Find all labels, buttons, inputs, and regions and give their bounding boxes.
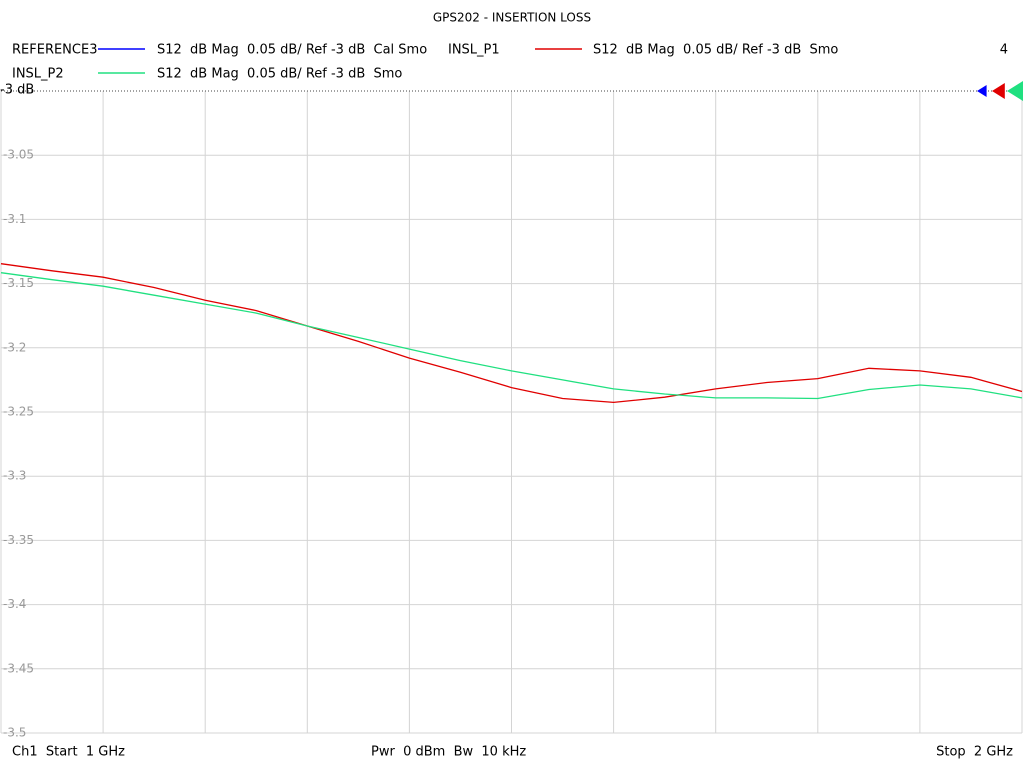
- y-tick-label: -3.35: [3, 533, 34, 547]
- footer-power: Pwr 0 dBm Bw 10 kHz: [371, 745, 526, 760]
- reference-marker: [977, 85, 987, 97]
- y-tick-label: -3 dB: [0, 83, 34, 98]
- trace: [0, 263, 1023, 404]
- y-tick-label: -3.45: [3, 661, 34, 675]
- y-tick-label: -3.3: [3, 469, 26, 483]
- footer-start: Ch1 Start 1 GHz: [12, 745, 125, 760]
- legend-name: INSL_P1: [448, 43, 500, 58]
- reference-marker: [1007, 81, 1023, 101]
- y-tick-label: -3.4: [3, 597, 26, 611]
- y-tick-label: -3.15: [3, 276, 34, 290]
- legend-name: REFERENCE3: [12, 43, 97, 58]
- y-tick-label: -3.1: [3, 212, 26, 226]
- y-tick-label: -3.5: [3, 726, 26, 740]
- reference-marker: [992, 83, 1005, 99]
- marker-count: 4: [1000, 43, 1008, 58]
- legend-description: S12 dB Mag 0.05 dB/ Ref -3 dB Smo: [157, 67, 402, 82]
- y-tick-label: -3.05: [3, 148, 34, 162]
- y-tick-label: -3.25: [3, 405, 34, 419]
- y-tick-label: -3.2: [3, 340, 26, 354]
- chart-title: GPS202 - INSERTION LOSS: [433, 11, 591, 25]
- footer-stop: Stop 2 GHz: [936, 745, 1013, 760]
- legend-description: S12 dB Mag 0.05 dB/ Ref -3 dB Cal Smo: [157, 43, 427, 58]
- legend-description: S12 dB Mag 0.05 dB/ Ref -3 dB Smo: [593, 43, 838, 58]
- trace: [0, 272, 1023, 400]
- legend-name: INSL_P2: [12, 67, 64, 82]
